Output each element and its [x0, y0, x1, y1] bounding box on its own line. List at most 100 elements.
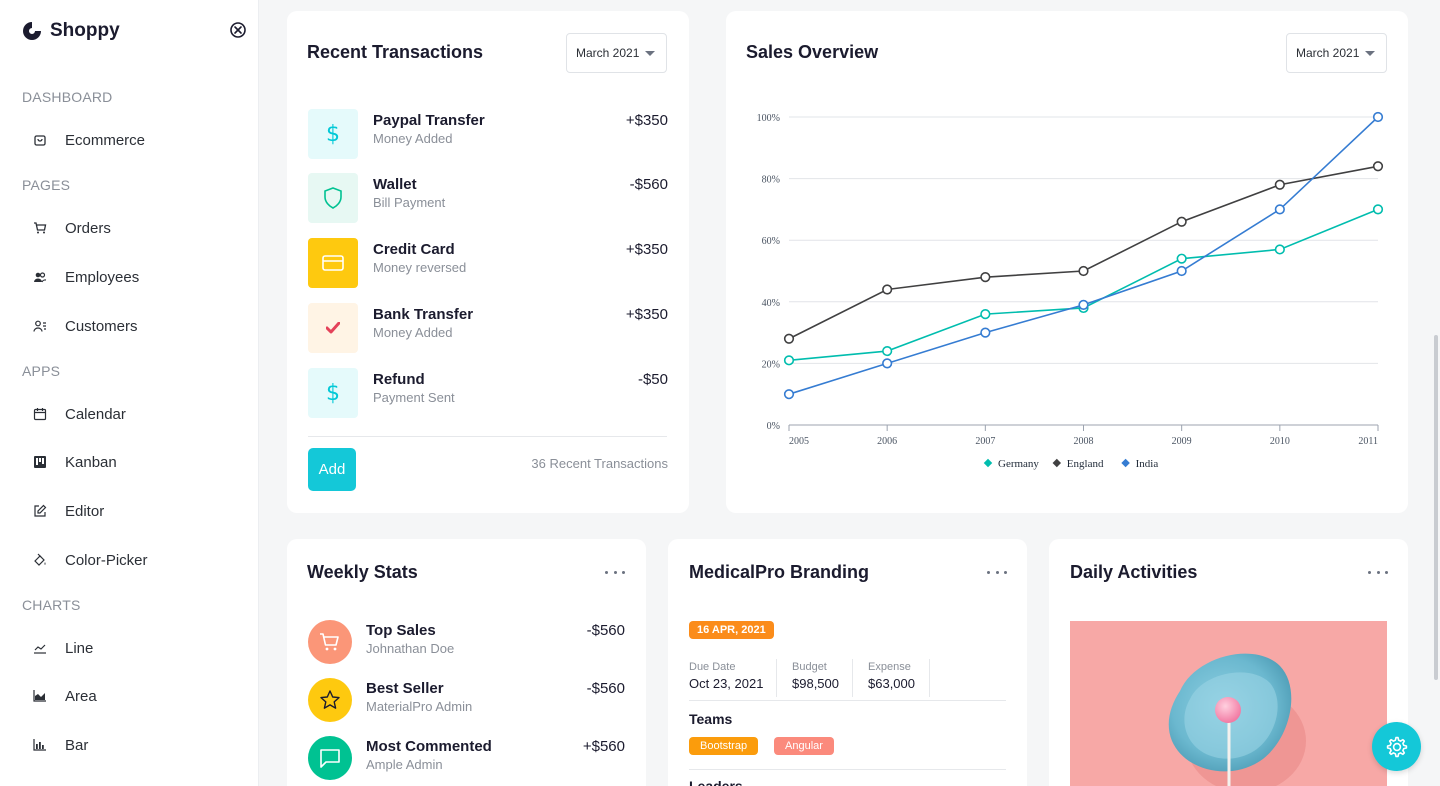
data-point-india [980, 327, 991, 338]
data-point-germany [1274, 244, 1285, 255]
weekly-stat-amount: -$560 [586, 680, 625, 697]
date-badge: 16 APR, 2021 [689, 621, 774, 639]
team-tag-angular[interactable]: Angular [774, 737, 834, 755]
weekly-stat-row[interactable]: Best Seller MaterialPro Admin -$560 [308, 678, 625, 722]
transaction-amount: +$350 [625, 241, 668, 258]
gear-icon [1386, 736, 1407, 757]
settings-button[interactable] [1372, 722, 1421, 771]
sidebar-item-calendar[interactable]: Calendar [0, 395, 259, 433]
legend-marker [1121, 458, 1130, 468]
transaction-amount: +$350 [625, 306, 668, 323]
divider [689, 700, 1006, 701]
close-sidebar-icon[interactable] [229, 21, 247, 39]
transaction-title: Paypal Transfer [373, 112, 485, 129]
sidebar-item-label: Area [65, 687, 97, 705]
nav-section-apps: APPS [22, 363, 61, 379]
y-tick-label: 40% [762, 298, 780, 309]
sidebar-item-kanban[interactable]: Kanban [0, 443, 259, 481]
sidebar-item-line[interactable]: Line [0, 629, 259, 667]
data-point-england [980, 272, 991, 283]
x-tick-label: 2011 [1358, 436, 1378, 447]
transaction-amount: -$50 [637, 371, 668, 388]
sidebar-item-area[interactable]: Area [0, 677, 259, 715]
data-point-india [1078, 299, 1089, 310]
data-point-germany [1176, 253, 1187, 264]
transaction-amount: +$350 [625, 112, 668, 129]
expense-value: $63,000 [868, 676, 915, 691]
kanban-icon [32, 454, 48, 470]
sales-period-select[interactable]: March 2021 [1286, 33, 1387, 73]
customers-icon [32, 318, 48, 334]
dollar-icon: $ [308, 109, 358, 159]
sidebar-item-label: Kanban [65, 453, 117, 471]
data-point-england [1372, 161, 1384, 172]
page-scrollbar[interactable] [1434, 335, 1438, 680]
card-title: Recent Transactions [307, 42, 484, 62]
x-tick-label: 2006 [877, 436, 897, 447]
cart-icon [308, 620, 352, 664]
add-button[interactable]: Add [308, 448, 356, 491]
transaction-title: Credit Card [373, 241, 455, 258]
more-options-icon[interactable] [605, 566, 625, 578]
legend-label: Germany [998, 458, 1039, 470]
x-tick-label: 2005 [789, 436, 809, 447]
y-tick-label: 20% [762, 359, 780, 370]
card-title: Sales Overview [746, 42, 879, 62]
color-picker-icon [32, 552, 48, 568]
transaction-title: Bank Transfer [373, 306, 474, 323]
divider [689, 769, 1006, 770]
card-title: Daily Activities [1070, 562, 1198, 582]
data-point-india [882, 358, 893, 369]
sidebar-item-label: Calendar [65, 405, 126, 423]
weekly-stat-title: Best Seller [366, 680, 444, 697]
y-tick-label: 0% [767, 421, 780, 432]
bar-chart-icon [32, 737, 48, 753]
leaders-heading: Leaders [689, 778, 743, 786]
line-chart-icon [32, 640, 48, 656]
sidebar-item-editor[interactable]: Editor [0, 492, 259, 530]
star-icon [308, 678, 352, 722]
activity-image [1070, 621, 1387, 786]
caret-down-icon [1365, 51, 1375, 56]
budget-label: Budget [792, 661, 827, 673]
y-tick-label: 80% [762, 175, 780, 186]
transaction-subtitle: Money Added [373, 325, 453, 340]
legend-label: India [1136, 458, 1159, 470]
sidebar-item-employees[interactable]: Employees [0, 258, 259, 296]
employees-icon [32, 269, 48, 285]
weekly-stat-row[interactable]: Most Commented Ample Admin +$560 [308, 736, 625, 780]
more-options-icon[interactable] [987, 566, 1007, 578]
transaction-row[interactable]: Bank Transfer Money Added +$350 [308, 303, 668, 353]
transaction-row[interactable]: Credit Card Money reversed +$350 [308, 238, 668, 288]
more-options-icon[interactable] [1368, 566, 1388, 578]
sidebar-item-orders[interactable]: Orders [0, 209, 259, 247]
series-line-germany [788, 208, 1379, 362]
data-point-england [1176, 216, 1187, 227]
sidebar-item-customers[interactable]: Customers [0, 307, 259, 345]
data-point-germany [882, 345, 893, 357]
brand[interactable]: Shoppy [22, 20, 120, 42]
data-point-germany [980, 309, 991, 320]
sidebar-item-label: Editor [65, 502, 105, 520]
transaction-row[interactable]: $ Paypal Transfer Money Added +$350 [308, 109, 668, 159]
team-tag-bootstrap[interactable]: Bootstrap [689, 737, 759, 755]
select-value: March 2021 [576, 46, 640, 60]
sidebar-item-bar[interactable]: Bar [0, 726, 259, 764]
weekly-stat-row[interactable]: Top Sales Johnathan Doe -$560 [308, 620, 625, 664]
budget-value: $98,500 [792, 676, 839, 691]
transaction-row[interactable]: $ Refund Payment Sent -$50 [308, 368, 668, 418]
transaction-subtitle: Payment Sent [373, 390, 455, 405]
transaction-row[interactable]: Wallet Bill Payment -$560 [308, 173, 668, 223]
select-value: March 2021 [1296, 46, 1360, 60]
x-tick-label: 2010 [1270, 436, 1290, 447]
sidebar-item-color-picker[interactable]: Color-Picker [0, 541, 259, 579]
sidebar: Shoppy DASHBOARD Ecommerce PAGES Orders … [0, 0, 259, 786]
transactions-period-select[interactable]: March 2021 [566, 33, 667, 73]
sidebar-item-ecommerce[interactable]: Ecommerce [0, 121, 259, 159]
legend-marker [983, 458, 993, 468]
x-tick-label: 2007 [975, 436, 995, 447]
data-point-india [1176, 265, 1187, 277]
medicalpro-branding-card: MedicalPro Branding 16 APR, 2021 Due Dat… [668, 539, 1027, 786]
transaction-subtitle: Money reversed [373, 260, 467, 275]
data-point-india [783, 389, 795, 400]
